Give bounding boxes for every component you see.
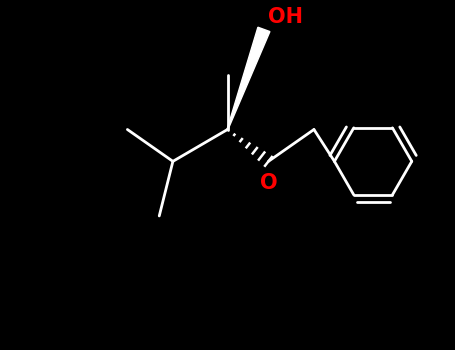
Text: OH: OH <box>268 7 303 27</box>
Polygon shape <box>227 27 270 130</box>
Text: O: O <box>260 173 277 193</box>
